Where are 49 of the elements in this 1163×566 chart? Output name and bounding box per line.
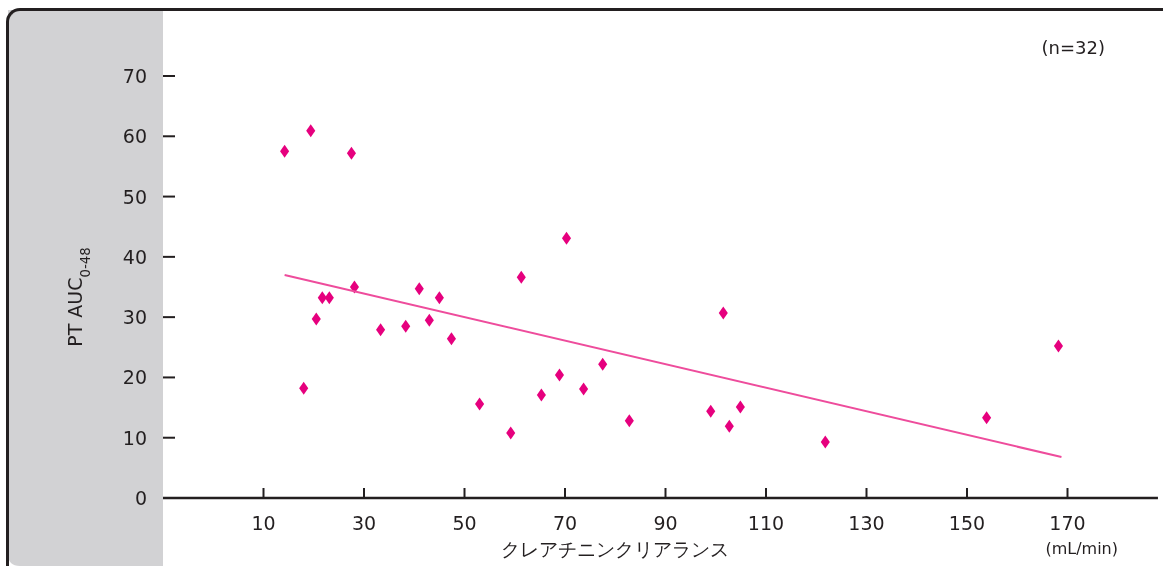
point — [414, 282, 424, 296]
point — [424, 313, 434, 327]
x-tick-label: 170 — [1049, 512, 1086, 534]
text: (n=32) — [1041, 37, 1105, 58]
point — [376, 323, 386, 337]
x-tick-label: 130 — [848, 512, 885, 534]
y-tick-label: 40 — [122, 245, 147, 268]
point — [311, 312, 321, 326]
x-tick-label: 10 — [251, 512, 276, 534]
point — [1053, 339, 1063, 353]
point — [554, 368, 565, 382]
x-tick-label: 30 — [351, 512, 377, 534]
point — [536, 388, 546, 402]
point — [982, 411, 992, 425]
point — [446, 332, 456, 346]
point — [735, 400, 745, 414]
point — [724, 419, 734, 433]
point — [475, 397, 485, 411]
x-tick-label: 110 — [747, 512, 785, 534]
point — [324, 291, 334, 305]
point — [624, 414, 634, 428]
y-tick-label: 60 — [122, 125, 147, 148]
x-axis-title: クレアチニンクリアランス — [501, 538, 730, 560]
point — [706, 404, 716, 418]
point — [718, 306, 728, 320]
y-tick-label: 10 — [122, 426, 147, 449]
point — [280, 144, 290, 158]
y-tick-label: 0 — [134, 487, 147, 509]
text: (mL/min) — [1045, 539, 1118, 558]
point — [579, 382, 589, 396]
y-tick-label: 50 — [122, 185, 147, 208]
point — [401, 319, 411, 333]
x-tick-label: 50 — [452, 512, 477, 534]
point — [306, 124, 316, 138]
point — [317, 291, 327, 305]
x-tick-label: 90 — [653, 512, 678, 534]
point — [299, 381, 309, 395]
y-tick-label: 70 — [122, 65, 147, 87]
point — [434, 291, 444, 305]
point — [820, 435, 830, 449]
y-tick-label: 20 — [122, 366, 147, 389]
point — [516, 270, 526, 284]
point — [598, 357, 608, 371]
point — [561, 231, 572, 245]
y-tick-label: 30 — [122, 306, 147, 329]
point — [506, 426, 516, 440]
x-tick-label: 70 — [552, 512, 578, 534]
x-tick-label: 150 — [948, 512, 986, 534]
point — [346, 146, 356, 160]
